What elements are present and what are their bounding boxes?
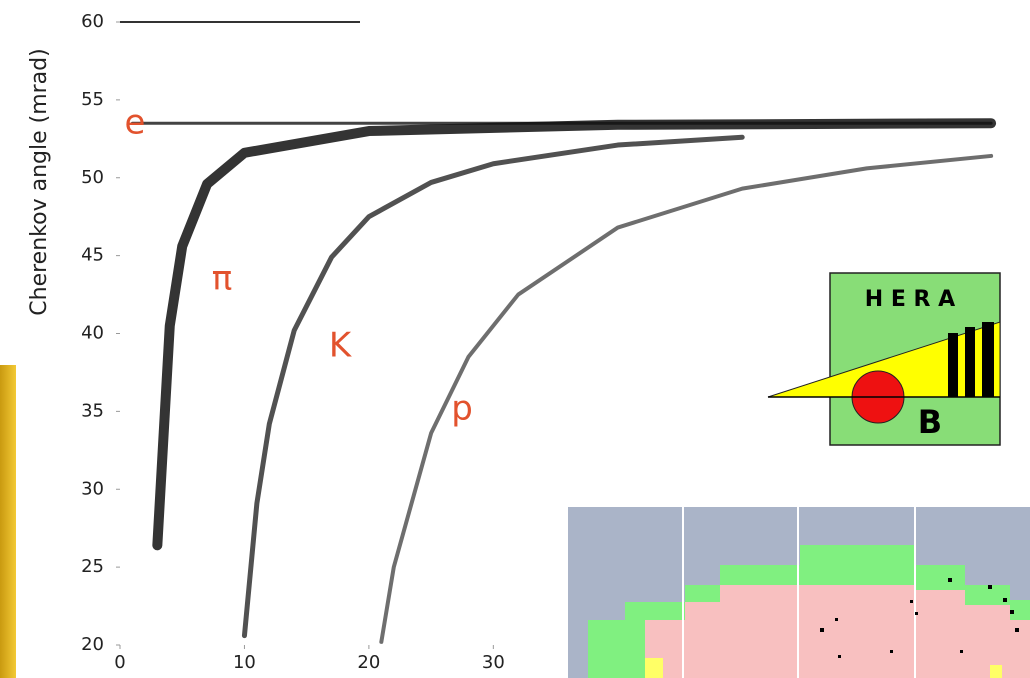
y-tick-label: 40 [81,323,104,344]
y-tick-label: 55 [81,89,104,110]
x-tick-label: 20 [357,652,380,673]
series-annotation: e [125,103,146,143]
x-tick-label: 30 [482,652,505,673]
logo-bar [965,327,975,397]
x-tick-label: 10 [233,652,256,673]
y-tick-label: 35 [81,400,104,421]
y-tick-label: 30 [81,478,104,499]
y-tick-label: 45 [81,245,104,266]
chart: Cherenkov angle (mrad) 20 25 30 35 40 45 50 55 6… [0,0,1030,678]
inset-yellow-cell [990,665,1002,678]
y-axis-label: Cherenkov angle (mrad) [27,48,52,315]
y-tick-label: 25 [81,556,104,577]
y-tick-label: 50 [81,167,104,188]
logo-bar [982,322,994,397]
detector-inset [568,507,1030,678]
inset-yellow-cell [645,658,663,678]
side-strip [0,365,16,678]
logo-top-text: H E R A [865,287,955,312]
y-tick-label: 20 [81,634,104,655]
hera-b-logo: H E R A B [768,273,1000,445]
logo-bar [948,333,958,397]
x-tick-label: 0 [114,652,125,673]
series-annotation: K [329,326,353,366]
y-tick-label: 60 [81,11,104,32]
series-annotation: p [451,389,473,429]
logo-bottom-text: B [918,403,942,441]
series-annotation: π [212,259,232,299]
